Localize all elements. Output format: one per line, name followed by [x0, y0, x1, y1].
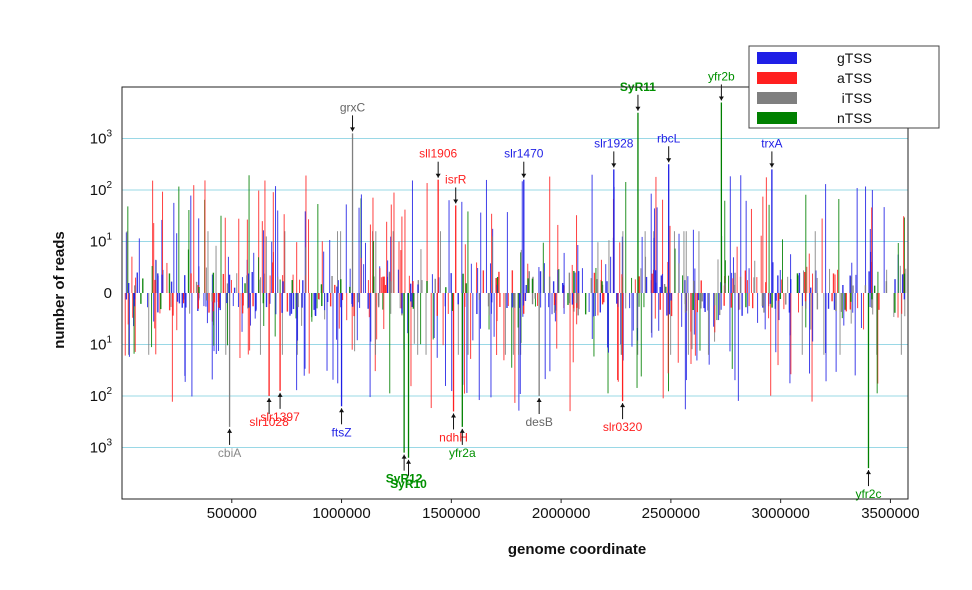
- annotation-arrowhead: [620, 403, 626, 408]
- annotation-label: cbiA: [218, 446, 241, 460]
- y-tick-exponent: 3: [106, 129, 112, 140]
- annotation-label: SyR12: [386, 472, 423, 486]
- legend-label: nTSS: [837, 110, 872, 126]
- y-tick-label: 101: [90, 232, 113, 251]
- legend-label: iTSS: [842, 90, 872, 106]
- legend-label: aTSS: [837, 70, 872, 86]
- legend: gTSS aTSS iTSS nTSS: [748, 45, 940, 129]
- x-axis-label: genome coordinate: [508, 541, 646, 558]
- y-tick-base: 10: [90, 388, 107, 405]
- y-axis-label: number of reads: [51, 231, 68, 349]
- annotation-arrowhead: [406, 459, 412, 464]
- annotation-label: trxA: [761, 136, 782, 150]
- annotation-arrowhead: [769, 163, 775, 168]
- y-tick-label: 103: [90, 438, 113, 457]
- y-tick-exponent: 1: [106, 335, 112, 346]
- y-tick-base: 10: [90, 440, 107, 457]
- annotation-arrowhead: [459, 428, 465, 433]
- y-tick-label: 0: [104, 285, 112, 302]
- annotation-arrowhead: [536, 398, 542, 402]
- y-tick-exponent: 1: [106, 232, 112, 243]
- annotation-arrowhead: [277, 392, 283, 397]
- y-tick-label: 103: [90, 129, 113, 148]
- annotation-arrowhead: [718, 96, 724, 101]
- gene-annotations: grxCsll1906isrRslr1470slr1928SyR11rbcLyf…: [218, 69, 882, 501]
- x-tick-label: 1000000: [312, 505, 370, 522]
- annotation-arrowhead: [453, 199, 459, 204]
- annotation-arrowhead: [635, 106, 641, 111]
- y-tick-base: 0: [104, 285, 112, 302]
- legend-swatch-aTSS: [757, 72, 797, 84]
- x-tick-label: 2000000: [532, 505, 590, 522]
- annotation-arrowhead: [435, 173, 441, 178]
- x-tick-label: 3000000: [751, 505, 809, 522]
- annotation-arrowhead: [521, 173, 527, 178]
- y-tick-base: 10: [90, 234, 107, 251]
- y-tick-label: 102: [90, 386, 113, 405]
- annotation-label: yfr2c: [855, 487, 881, 501]
- annotation-label: ndhH: [439, 430, 468, 444]
- annotation-arrowhead: [350, 127, 356, 132]
- x-tick-label: 3500000: [861, 505, 919, 522]
- annotation-arrowhead: [339, 408, 345, 413]
- annotation-label: ftsZ: [332, 425, 352, 439]
- legend-label: gTSS: [837, 50, 872, 66]
- annotation-arrowhead: [451, 413, 457, 418]
- annotation-label: desB: [525, 415, 552, 429]
- y-tick-base: 10: [90, 337, 107, 354]
- annotation-arrowhead: [611, 163, 617, 168]
- y-tick-label: 102: [90, 180, 113, 199]
- annotation-label: yfr2a: [449, 446, 476, 460]
- annotation-label: slr0320: [603, 420, 643, 434]
- annotation-label: isrR: [445, 172, 467, 186]
- legend-swatch-gTSS: [757, 52, 797, 64]
- x-tick-label: 1500000: [422, 505, 480, 522]
- annotation-label: slr1028: [249, 415, 289, 429]
- tss-spikes: [124, 102, 907, 469]
- y-tick-base: 10: [90, 131, 107, 148]
- y-tick-exponent: 3: [106, 438, 112, 449]
- y-tick-base: 10: [90, 182, 107, 199]
- annotation-arrowhead: [401, 454, 407, 459]
- annotation-label: slr1397: [260, 410, 300, 424]
- plot-area-frame: [121, 86, 909, 500]
- y-tick-exponent: 2: [106, 386, 112, 397]
- y-tick-exponent: 2: [106, 180, 112, 191]
- annotation-label: grxC: [340, 100, 366, 114]
- annotation-label: yfr2b: [708, 69, 735, 83]
- y-tick-label: 101: [90, 335, 113, 354]
- annotation-label: slr1928: [594, 136, 634, 150]
- x-tick-label: 500000: [207, 505, 257, 522]
- annotation-label: slr1470: [504, 147, 544, 161]
- legend-swatch-nTSS: [757, 112, 797, 124]
- annotation-arrowhead: [266, 398, 272, 402]
- x-tick-label: 2500000: [642, 505, 700, 522]
- x-axis-ticks: 500000 1000000 1500000 2000000 2500000 300000…: [207, 499, 920, 522]
- annotation-label: rbcL: [657, 131, 681, 145]
- annotation-label: SyR10: [390, 477, 427, 491]
- legend-swatch-iTSS: [757, 92, 797, 104]
- annotation-arrowhead: [865, 470, 871, 475]
- annotation-arrowhead: [227, 428, 233, 433]
- annotation-label: sll1906: [419, 147, 457, 161]
- annotation-arrowhead: [666, 158, 672, 163]
